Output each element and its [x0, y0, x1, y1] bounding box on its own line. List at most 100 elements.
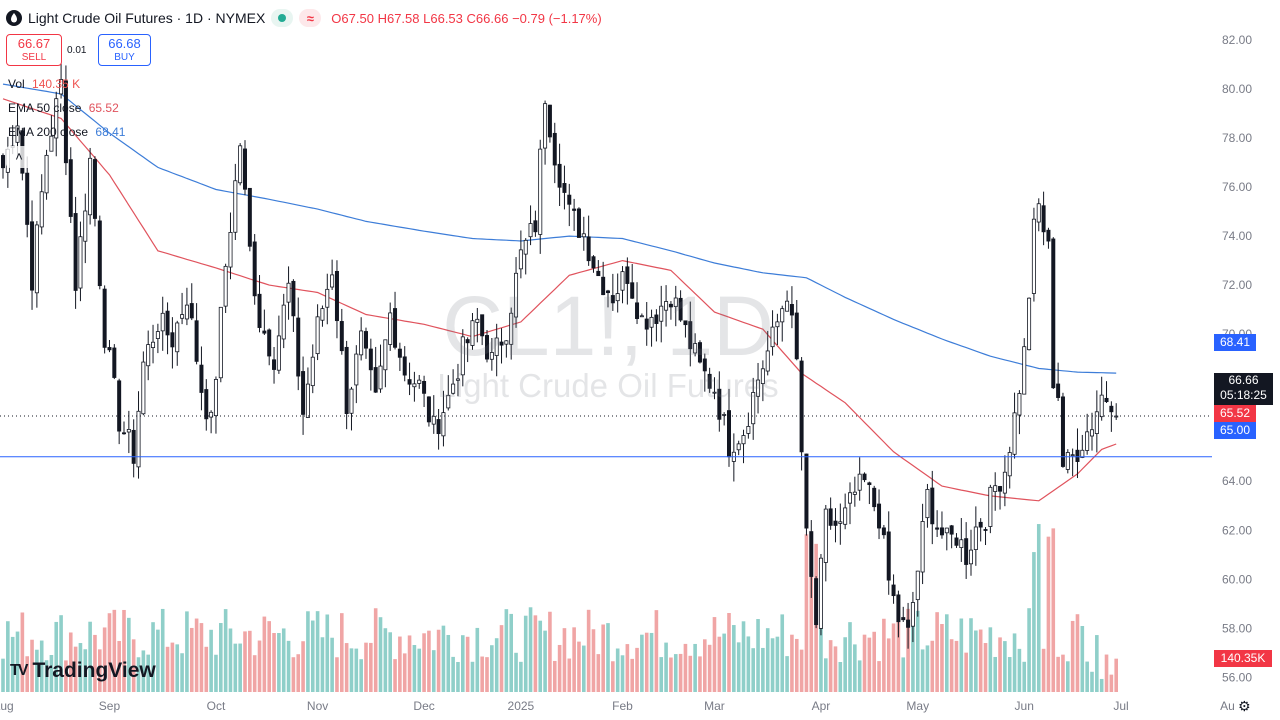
- x-axis-tick-label: Au: [1220, 699, 1235, 713]
- candle-body: [828, 508, 833, 526]
- tradingview-logo[interactable]: TV TradingView: [10, 659, 156, 683]
- candle-body: [518, 249, 523, 270]
- volume-bar: [751, 648, 755, 692]
- x-axis-tick-label: Feb: [612, 699, 633, 713]
- sell-button[interactable]: 66.67 SELL: [6, 34, 62, 66]
- candle-body: [349, 388, 354, 414]
- volume-bar: [127, 617, 131, 692]
- volume-bar: [843, 637, 847, 692]
- candle-body: [649, 316, 654, 328]
- volume-bar: [1090, 671, 1094, 692]
- volume-bar: [635, 647, 639, 692]
- volume-bar: [10, 636, 15, 692]
- candle-body: [97, 220, 102, 287]
- candle-body: [218, 306, 223, 379]
- sell-label: SELL: [21, 52, 47, 63]
- candle-body: [804, 453, 809, 529]
- candle-body: [906, 619, 911, 628]
- candle-body: [639, 315, 644, 318]
- volume-bar: [693, 643, 697, 692]
- candle-body: [368, 348, 373, 371]
- delayed-data-icon[interactable]: ≈: [299, 9, 322, 27]
- volume-bar: [490, 645, 494, 692]
- candle-body: [939, 527, 944, 536]
- volume-bar: [857, 660, 862, 692]
- candle-body: [0, 155, 6, 169]
- volume-bar: [620, 655, 625, 692]
- candle-body: [881, 527, 886, 536]
- volume-bar: [891, 623, 896, 692]
- volume-bar: [809, 532, 814, 692]
- volume-bar: [185, 611, 189, 692]
- volume-bar: [364, 642, 368, 692]
- candle-body: [267, 329, 272, 357]
- legend-ema-50[interactable]: EMA 50 close 65.52: [8, 101, 119, 115]
- buy-button[interactable]: 66.68 BUY: [98, 34, 151, 66]
- candle-body: [998, 486, 1003, 492]
- candle-body: [1094, 411, 1099, 434]
- candle-body: [446, 394, 451, 409]
- candle-body: [901, 617, 906, 621]
- candle-body: [983, 529, 988, 531]
- candle-body: [388, 312, 393, 345]
- volume-bar: [828, 640, 833, 692]
- volume-bar: [548, 611, 552, 692]
- candle-body: [1051, 238, 1056, 389]
- candle-body: [688, 321, 693, 350]
- volume-bar: [1017, 648, 1022, 692]
- volume-bar: [461, 635, 465, 692]
- volume-bar: [572, 627, 576, 692]
- candle-body: [146, 344, 151, 367]
- candle-body: [635, 302, 640, 319]
- collapse-legend-icon[interactable]: ˄: [6, 146, 32, 168]
- candle-body: [189, 303, 194, 319]
- candle-body: [910, 602, 915, 627]
- symbol-title[interactable]: Light Crude Oil Futures · 1D · NYMEX: [28, 10, 266, 26]
- volume-bar: [73, 646, 78, 692]
- y-axis-tick-label: 82.00: [1222, 33, 1252, 47]
- candle-body: [383, 339, 388, 371]
- candle-body: [572, 208, 577, 211]
- spread-value: 0.01: [67, 45, 87, 56]
- volume-bar: [920, 649, 925, 692]
- market-open-status-icon[interactable]: [271, 9, 294, 27]
- candle-body: [567, 194, 572, 205]
- legend-volume[interactable]: Vol 140.35 K: [8, 77, 80, 91]
- volume-bar: [678, 653, 683, 692]
- candle-body: [668, 303, 673, 308]
- candle-body: [1109, 405, 1114, 413]
- volume-bar: [417, 648, 422, 692]
- axes: 82.0080.0078.0076.0074.0072.0070.0068.00…: [0, 33, 1252, 713]
- volume-bar: [393, 659, 397, 692]
- volume-bar: [330, 637, 334, 692]
- candle-body: [896, 594, 901, 623]
- volume-bar: [514, 652, 518, 692]
- settings-gear-icon[interactable]: ⚙: [1238, 698, 1251, 714]
- candle-body: [509, 312, 514, 345]
- candle-body: [499, 341, 504, 346]
- y-axis-tick-label: 56.00: [1222, 670, 1252, 684]
- legend-ema-200[interactable]: EMA 200 close 68.41: [8, 125, 125, 139]
- volume-bar: [935, 612, 939, 692]
- volume-bar: [799, 649, 804, 692]
- volume-bar: [906, 608, 910, 692]
- low-value: L66.53: [423, 10, 463, 26]
- volume-bars: [1, 524, 1118, 692]
- volume-bar: [538, 620, 543, 692]
- volume-bar: [44, 660, 49, 692]
- candle-body: [1056, 383, 1061, 398]
- x-axis-tick-label: Jul: [1113, 699, 1128, 713]
- volume-bar: [485, 657, 489, 692]
- volume-bar: [494, 638, 499, 692]
- candle-body: [431, 415, 436, 425]
- volume-bar: [102, 627, 107, 692]
- volume-bar: [901, 657, 906, 692]
- candle-body: [78, 236, 83, 289]
- candle-body: [814, 578, 819, 626]
- volume-bar: [654, 610, 659, 692]
- volume-bar: [194, 618, 199, 692]
- candle-body: [823, 508, 828, 563]
- volume-bar: [824, 658, 828, 692]
